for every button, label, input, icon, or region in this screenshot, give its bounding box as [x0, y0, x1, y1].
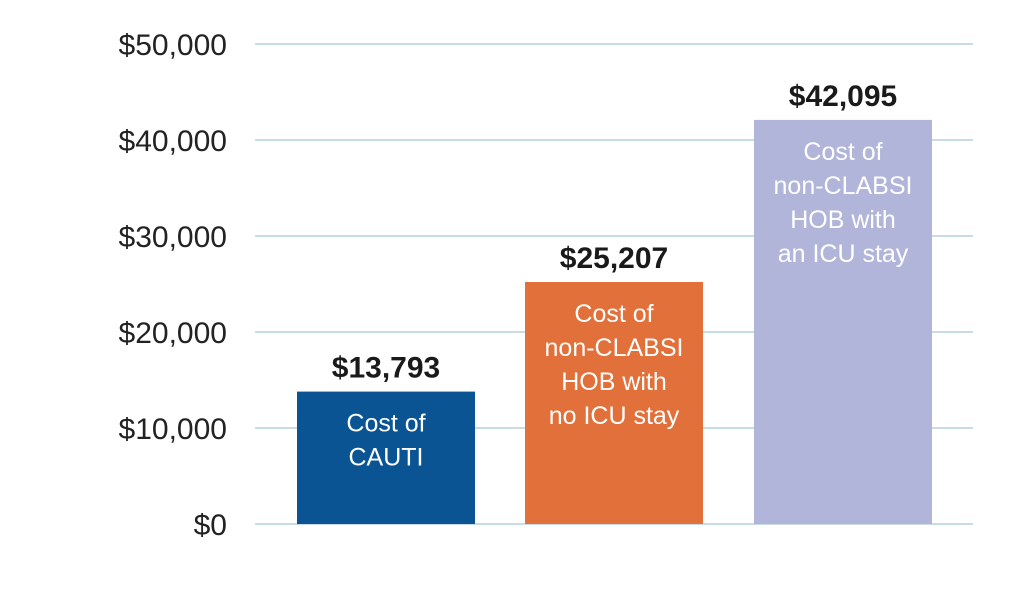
bar-category-label: Cost of non-CLABSI HOB with an ICU stay	[774, 138, 913, 268]
bar-value-label: $42,095	[789, 80, 897, 113]
bar	[525, 282, 703, 524]
y-tick-label: $40,000	[119, 125, 227, 158]
bar	[754, 119, 932, 524]
y-tick-label: $30,000	[119, 221, 227, 254]
bar	[297, 391, 475, 524]
value-labels: $13,793 $25,207 $42,095	[332, 80, 897, 385]
y-tick-label: $10,000	[119, 413, 227, 446]
bar-category-label: Cost of non-CLABSI HOB with no ICU stay	[545, 300, 684, 430]
bar-value-label: $25,207	[560, 242, 668, 275]
y-tick-label: $50,000	[119, 29, 227, 62]
y-tick-label: $20,000	[119, 317, 227, 350]
bar-value-label: $13,793	[332, 352, 440, 385]
bar-category-label: Cost of CAUTI	[346, 410, 425, 472]
bars: Cost of CAUTI Cost of non-CLABSI HOB with no …	[297, 119, 932, 524]
y-axis-tick-labels: $0 $10,000 $20,000 $30,000 $40,000 $50,000	[119, 29, 227, 542]
y-tick-label: $0	[194, 509, 227, 542]
